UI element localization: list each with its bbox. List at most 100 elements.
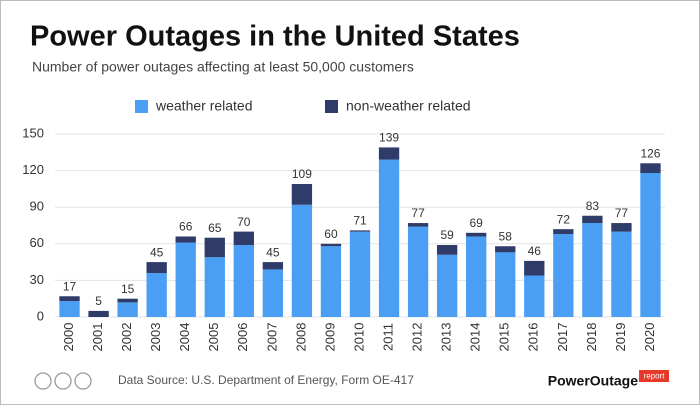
bar-segment — [320, 246, 342, 317]
bar-segment — [233, 231, 254, 246]
bar-segment — [436, 254, 458, 317]
x-tick-label: 2004 — [177, 323, 192, 352]
legend-label: weather related — [155, 98, 253, 114]
total-label: 77 — [411, 206, 425, 220]
bar-segment — [611, 223, 632, 232]
bar-segment — [553, 229, 574, 235]
bar-segment — [611, 231, 632, 317]
total-label: 109 — [292, 167, 312, 181]
bar-segment — [146, 262, 167, 274]
bar-segment — [495, 246, 516, 253]
bar-segment — [378, 159, 400, 317]
total-label: 59 — [440, 228, 454, 242]
bar-segment — [291, 184, 313, 205]
x-tick-label: 2012 — [410, 323, 425, 352]
y-tick-label: 0 — [37, 308, 44, 323]
y-tick-label: 90 — [30, 199, 44, 214]
total-label: 65 — [208, 221, 222, 235]
bar-segment — [466, 232, 487, 237]
total-label: 17 — [63, 279, 77, 293]
chart-subtitle: Number of power outages affecting at lea… — [32, 59, 414, 75]
x-tick-label: 2005 — [206, 323, 221, 352]
bar-segment — [146, 273, 167, 317]
x-tick-label: 2017 — [555, 323, 570, 352]
bar-segment — [495, 252, 516, 317]
x-tick-label: 2008 — [293, 323, 308, 352]
total-label: 70 — [237, 215, 251, 229]
x-tick-label: 2014 — [468, 323, 483, 352]
x-tick-label: 2002 — [119, 323, 134, 352]
x-tick-label: 2007 — [264, 323, 279, 352]
bar-segment — [524, 260, 545, 276]
x-tick-label: 2006 — [235, 323, 250, 352]
total-label: 45 — [150, 245, 164, 259]
bar-segment — [582, 223, 603, 317]
total-label: 46 — [528, 244, 542, 258]
total-label: 58 — [499, 229, 513, 243]
brand-tag-bg — [639, 370, 669, 382]
bar-segment — [436, 245, 458, 255]
total-label: 69 — [470, 216, 484, 230]
bar-segment — [262, 262, 284, 270]
bar-segment — [175, 242, 196, 317]
x-tick-label: 2016 — [526, 323, 541, 352]
y-tick-label: 120 — [22, 162, 44, 177]
x-tick-label: 2013 — [439, 323, 454, 352]
legend-swatch — [135, 100, 148, 113]
legend-label: non-weather related — [346, 98, 471, 114]
total-label: 83 — [586, 199, 600, 213]
bar-segment — [582, 215, 603, 224]
x-tick-label: 2020 — [642, 323, 657, 352]
total-label: 5 — [95, 294, 102, 308]
bar-segment — [59, 296, 80, 302]
bar-segment — [378, 147, 400, 160]
bar-segment — [407, 226, 429, 317]
total-label: 15 — [121, 282, 135, 296]
total-label: 60 — [324, 227, 338, 241]
total-label: 139 — [379, 131, 399, 145]
bar-segment — [59, 301, 80, 317]
bar-segment — [640, 173, 661, 317]
bar-segment — [640, 163, 661, 174]
y-tick-label: 30 — [30, 272, 44, 287]
bar-segment — [204, 237, 225, 258]
bar-segment — [233, 245, 254, 317]
bar-segment — [553, 234, 574, 317]
total-label: 45 — [266, 245, 280, 259]
bar-segment — [349, 230, 371, 232]
chart-title: Power Outages in the United States — [30, 21, 520, 53]
source-note: Data Source: U.S. Department of Energy, … — [118, 373, 414, 387]
x-tick-label: 2019 — [613, 323, 628, 352]
bar-segment — [320, 243, 342, 247]
bar-segment — [117, 298, 138, 303]
x-tick-label: 2011 — [380, 323, 395, 351]
total-label: 77 — [615, 206, 629, 220]
brand-tag: report — [644, 372, 666, 381]
bar-segment — [204, 257, 225, 317]
total-label: 71 — [353, 214, 367, 228]
bar-segment — [349, 231, 371, 317]
x-tick-label: 2009 — [322, 323, 337, 352]
y-tick-label: 150 — [22, 125, 44, 140]
y-tick-label: 60 — [30, 235, 44, 250]
brand: PowerOutage — [548, 373, 638, 389]
x-tick-label: 2003 — [148, 323, 163, 352]
total-label: 72 — [557, 212, 571, 226]
x-tick-label: 2000 — [61, 323, 76, 352]
bar-segment — [291, 204, 313, 317]
bar-segment — [524, 275, 545, 317]
bar-segment — [466, 236, 487, 317]
bar-segment — [407, 223, 429, 227]
bar-segment — [262, 269, 284, 317]
legend-swatch — [325, 100, 338, 113]
x-tick-label: 2010 — [351, 323, 366, 352]
x-tick-label: 2015 — [497, 323, 512, 352]
x-tick-label: 2001 — [90, 323, 105, 352]
bar-segment — [88, 310, 109, 317]
x-tick-label: 2018 — [584, 323, 599, 352]
total-label: 66 — [179, 220, 193, 234]
total-label: 126 — [640, 146, 660, 160]
bar-segment — [175, 236, 196, 243]
